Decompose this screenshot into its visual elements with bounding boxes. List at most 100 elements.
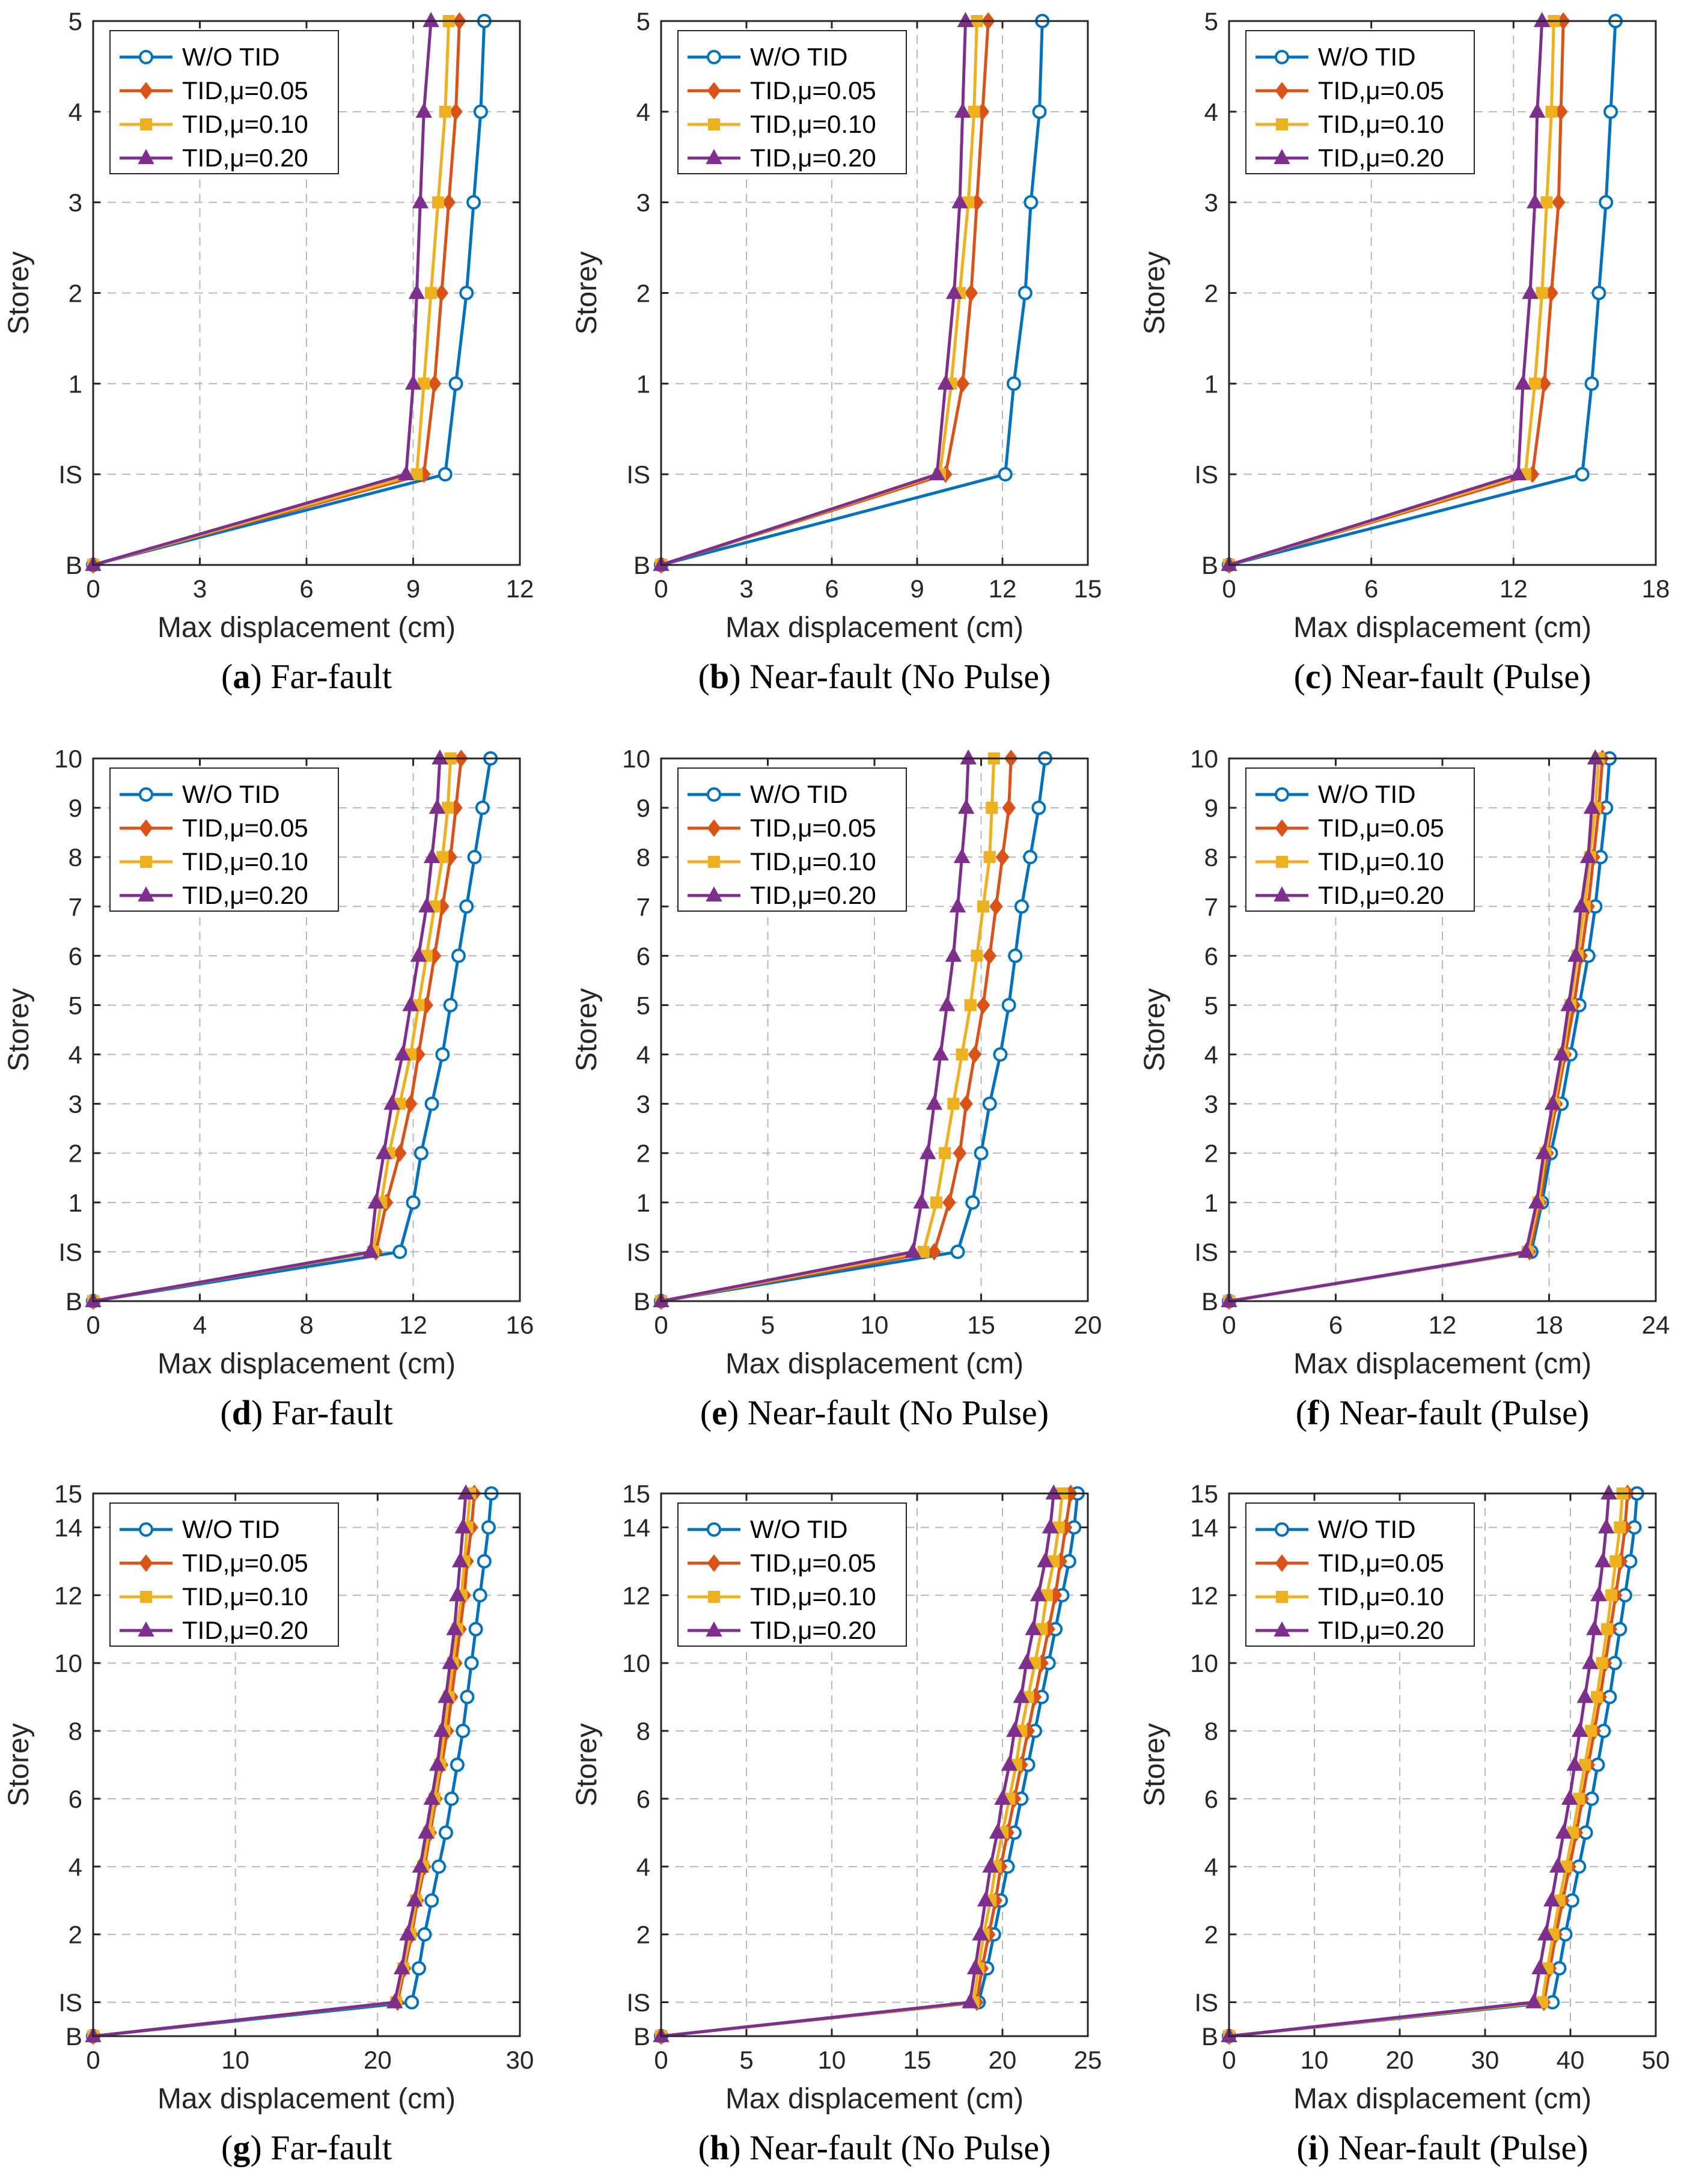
series-3 [653, 1484, 1062, 2042]
y-tick-label: 10 [622, 745, 650, 773]
data-point [459, 285, 474, 300]
x-tick-label: 12 [506, 575, 534, 603]
data-point [397, 465, 415, 481]
data-point [1596, 1657, 1608, 1670]
y-tick-label: 2 [69, 1921, 82, 1949]
data-point [1585, 1725, 1597, 1737]
y-tick-label: 7 [1204, 892, 1218, 921]
y-tick-label: 3 [69, 1090, 82, 1118]
data-point [444, 1791, 459, 1806]
series-line [661, 758, 1047, 1303]
data-point [1006, 1721, 1023, 1737]
y-tick-label: 4 [1204, 98, 1218, 126]
data-point [412, 193, 429, 209]
legend-entry: TID,μ=0.10 [182, 847, 308, 876]
caption-paren: ( [220, 1393, 231, 1432]
x-tick-label: 0 [1222, 2046, 1236, 2074]
y-tick-label: 5 [1204, 7, 1218, 35]
legend-marker [707, 1522, 721, 1537]
caption-text: Near-fault (No Pulse) [741, 657, 1051, 696]
legend-marker [140, 118, 152, 130]
data-point [905, 1242, 921, 1258]
legend-marker [1274, 886, 1290, 901]
series-line [93, 758, 463, 1303]
data-point [1001, 998, 1016, 1013]
legend-marker [1276, 856, 1288, 868]
y-tick-label: 5 [636, 991, 650, 1019]
data-point [418, 377, 430, 390]
caption-letter: a [233, 657, 250, 696]
data-point [449, 1586, 466, 1602]
y-axis-label: Storey [571, 251, 603, 335]
data-point [1567, 947, 1584, 962]
y-tick-label: 3 [1204, 189, 1218, 217]
x-tick-label: 20 [1074, 1311, 1102, 1339]
data-point [1571, 1721, 1588, 1737]
data-point [1566, 1755, 1583, 1771]
x-tick-label: 18 [1642, 575, 1670, 603]
data-point [1510, 465, 1527, 481]
x-tick-label: 50 [1642, 2046, 1670, 2074]
x-tick-label: 24 [1642, 1311, 1670, 1339]
data-point [953, 848, 971, 864]
y-axis-label: Storey [1139, 251, 1171, 335]
data-point [439, 105, 451, 118]
y-tick-label: B [66, 551, 82, 579]
data-point [1525, 1993, 1542, 2009]
data-point [475, 801, 490, 816]
data-point [393, 1959, 410, 1975]
series-line [93, 758, 453, 1303]
data-point [425, 287, 438, 299]
legend-entry: TID,μ=0.05 [750, 1549, 876, 1577]
panel-caption: (a) Far-fault [221, 657, 392, 696]
y-tick-label: IS [626, 460, 650, 489]
y-axis-label: Storey [3, 251, 35, 335]
data-point [942, 1194, 956, 1212]
data-point [435, 284, 449, 302]
x-tick-label: 15 [903, 2046, 932, 2074]
caption-text: Far-fault [262, 2128, 392, 2167]
caption-letter: g [233, 2128, 250, 2167]
data-point [454, 1518, 472, 1534]
legend-marker [139, 82, 153, 100]
y-tick-label: 9 [69, 794, 82, 822]
data-point [1545, 105, 1558, 118]
data-point [1037, 1552, 1054, 1567]
data-point [427, 374, 442, 392]
data-point [917, 1245, 930, 1258]
legend-entry: TID,μ=0.05 [182, 814, 308, 842]
y-tick-label: 1 [69, 1189, 82, 1217]
y-tick-label: 8 [69, 843, 82, 871]
data-point [418, 897, 435, 913]
x-axis-label: Max displacement (cm) [725, 612, 1024, 644]
legend-marker [707, 50, 721, 64]
x-tick-label: 5 [761, 1311, 775, 1339]
x-tick-label: 18 [1535, 1311, 1563, 1339]
y-tick-label: 10 [1190, 1649, 1218, 1677]
data-point [1527, 193, 1543, 209]
y-tick-label: 3 [636, 1090, 650, 1118]
data-point [1583, 799, 1600, 814]
legend-marker [706, 1621, 722, 1636]
data-point [960, 749, 977, 764]
x-tick-label: 16 [506, 1311, 534, 1339]
legend: W/O TID TID,μ=0.05 TID,μ=0.10 TID,μ=0.20 [109, 30, 339, 174]
legend-entry: W/O TID [1318, 780, 1416, 808]
legend-marker [1275, 50, 1289, 64]
data-point [451, 1552, 469, 1567]
data-point [424, 1893, 439, 1908]
y-tick-label: 15 [1190, 1480, 1218, 1508]
data-point [927, 1243, 941, 1261]
data-point [939, 1147, 951, 1159]
legend-entry: TID,μ=0.05 [182, 76, 308, 105]
data-point [435, 1047, 450, 1062]
y-tick-label: 5 [1204, 991, 1218, 1019]
data-point [1537, 1925, 1554, 1941]
data-point [404, 374, 422, 390]
data-point [417, 1927, 432, 1942]
data-point [408, 284, 426, 299]
y-tick-label: IS [58, 460, 82, 489]
axes-box [92, 1492, 521, 2037]
series-line [1228, 758, 1600, 1303]
